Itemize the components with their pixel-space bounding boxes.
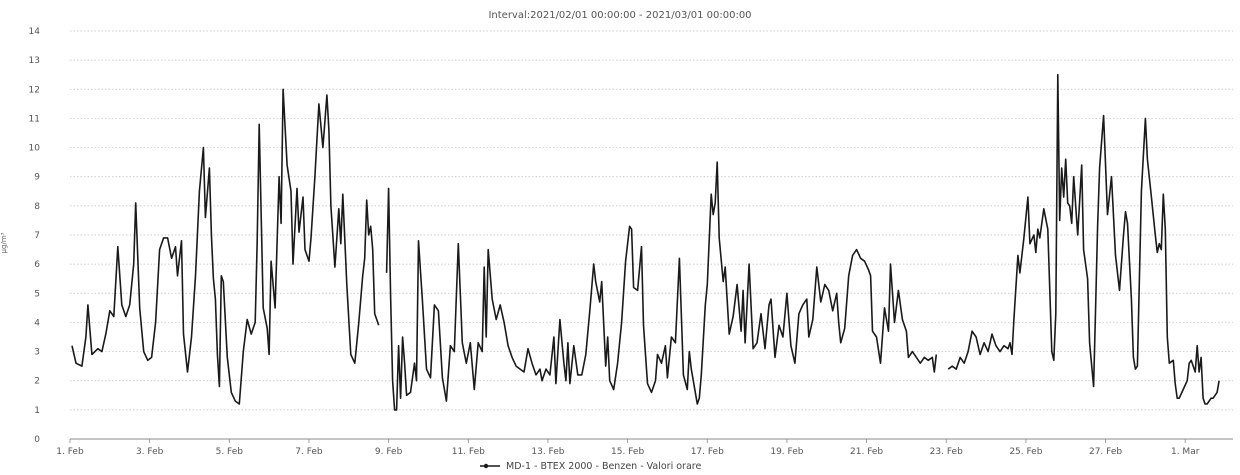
- y-tick-label: 5: [34, 289, 40, 299]
- y-tick-label: 3: [34, 348, 40, 358]
- x-tick-label: 23. Feb: [930, 447, 963, 457]
- x-tick-label: 1. Feb: [56, 447, 84, 457]
- x-tick-label: 15. Feb: [611, 447, 644, 457]
- chart-title: Interval:2021/02/01 00:00:00 - 2021/03/0…: [488, 10, 751, 21]
- y-tick-label: 12: [29, 85, 40, 95]
- x-tick-label: 11. Feb: [452, 447, 485, 457]
- y-tick-label: 8: [34, 202, 40, 212]
- series-layer: [71, 73, 1220, 411]
- y-tick-label: 1: [34, 406, 40, 416]
- legend: MD-1 - BTEX 2000 - Benzen - Valori orare: [480, 461, 701, 472]
- legend-label: MD-1 - BTEX 2000 - Benzen - Valori orare: [506, 461, 701, 472]
- y-axis-unit: µg/m³: [0, 232, 8, 253]
- y-tick-label: 11: [29, 114, 40, 124]
- x-tick-label: 5. Feb: [216, 447, 244, 457]
- x-tick-label: 7. Feb: [295, 447, 323, 457]
- x-tick-label: 25. Feb: [1009, 447, 1042, 457]
- legend-point-marker: [483, 463, 489, 469]
- x-tick-label: 3. Feb: [136, 447, 164, 457]
- series-line-segment-1: [385, 161, 938, 411]
- y-tick-label: 4: [34, 318, 40, 328]
- x-tick-label: 17. Feb: [691, 447, 724, 457]
- grid-layer: [70, 30, 1233, 440]
- y-tick-label: 9: [34, 173, 40, 183]
- y-tick-label: 10: [29, 144, 41, 154]
- x-tick-label: 27. Feb: [1089, 447, 1122, 457]
- x-tick-label: 1. Mar: [1171, 447, 1200, 457]
- x-tick-label: 13. Feb: [531, 447, 564, 457]
- x-tick-label: 9. Feb: [375, 447, 403, 457]
- y-tick-label: 2: [34, 377, 40, 387]
- y-tick-label: 0: [34, 435, 40, 445]
- series-line-segment-2: [947, 73, 1220, 405]
- y-tick-label: 7: [34, 231, 40, 241]
- x-tick-label: 21. Feb: [850, 447, 883, 457]
- y-tick-label: 6: [34, 260, 40, 270]
- y-tick-label: 13: [29, 56, 40, 66]
- x-tick-label: 19. Feb: [770, 447, 803, 457]
- x-tick-labels: 1. Feb 3. Feb 5. Feb 7. Feb 9. Feb 11. Feb 13.…: [56, 439, 1200, 457]
- series-line-segment-0: [71, 88, 380, 405]
- y-tick-label: 14: [29, 27, 41, 37]
